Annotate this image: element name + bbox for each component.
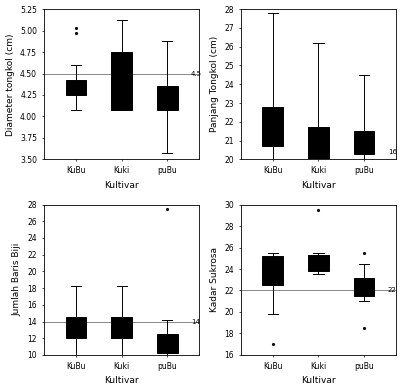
PathPatch shape [157, 334, 178, 353]
Y-axis label: Jumlah Baris Biji: Jumlah Baris Biji [13, 243, 22, 316]
Y-axis label: Panjang Tongkol (cm): Panjang Tongkol (cm) [210, 36, 219, 133]
PathPatch shape [308, 255, 328, 271]
Text: 16: 16 [388, 149, 397, 155]
PathPatch shape [111, 317, 132, 338]
Text: 22: 22 [388, 287, 397, 294]
PathPatch shape [66, 317, 86, 338]
PathPatch shape [262, 256, 283, 285]
PathPatch shape [262, 107, 283, 146]
X-axis label: Kultivar: Kultivar [301, 377, 336, 386]
PathPatch shape [111, 52, 132, 109]
PathPatch shape [354, 278, 374, 296]
Y-axis label: Kadar Sukrosa: Kadar Sukrosa [210, 247, 218, 312]
X-axis label: Kultivar: Kultivar [301, 181, 336, 190]
Text: 4.5: 4.5 [191, 70, 202, 77]
PathPatch shape [308, 127, 328, 160]
Y-axis label: Diameter tongkol (cm): Diameter tongkol (cm) [6, 33, 15, 136]
Text: 14: 14 [191, 319, 200, 325]
PathPatch shape [66, 79, 86, 95]
X-axis label: Kultivar: Kultivar [104, 377, 139, 386]
PathPatch shape [157, 86, 178, 111]
PathPatch shape [354, 131, 374, 154]
X-axis label: Kultivar: Kultivar [104, 181, 139, 190]
